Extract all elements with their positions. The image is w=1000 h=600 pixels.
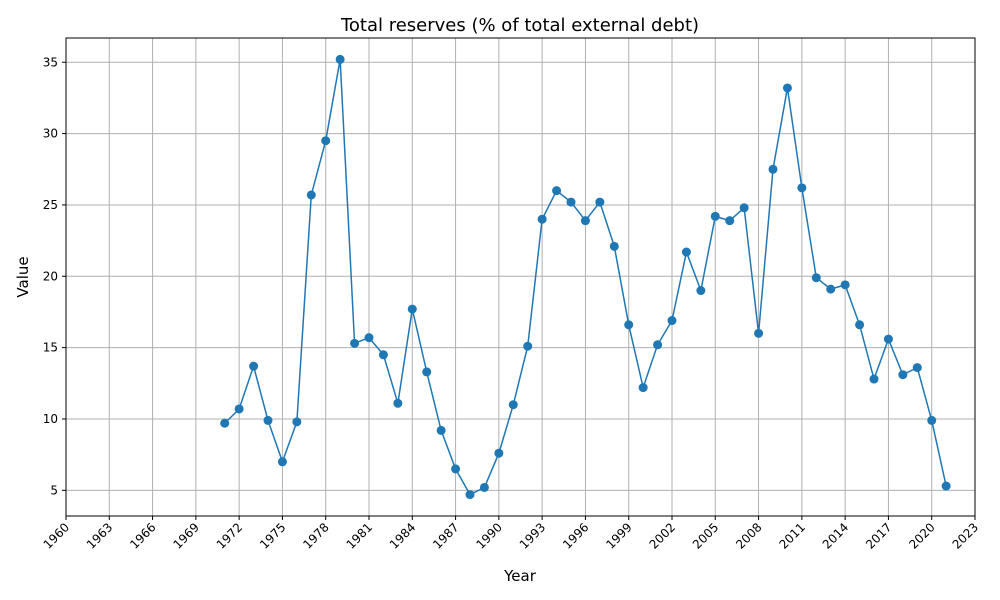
data-point [580,216,590,226]
data-point [436,425,446,435]
data-point [927,415,937,425]
data-point [350,338,360,348]
y-tick-label: 30 [43,127,58,141]
y-axis-label: Value [14,256,32,297]
data-point [249,361,259,371]
y-tick-label: 5 [50,483,58,497]
y-tick-label: 20 [43,269,58,283]
data-point [912,363,922,373]
data-point [840,280,850,290]
y-tick-label: 15 [43,341,58,355]
data-point [883,334,893,344]
plot-frame [65,37,976,517]
data-point [364,333,374,343]
data-point [321,136,331,146]
data-point [277,457,287,467]
y-tick-label: 35 [43,55,58,69]
x-axis-label: Year [503,567,537,585]
data-point [494,448,504,458]
data-point [451,464,461,474]
data-point [855,320,865,330]
data-point [667,316,677,326]
data-point [768,164,778,174]
data-point [754,328,764,338]
data-point [869,374,879,384]
data-point [393,398,403,408]
data-point [306,190,316,200]
chart-title: Total reserves (% of total external debt… [340,15,699,36]
data-point [739,203,749,213]
data-point [898,370,908,380]
data-point [407,304,417,314]
data-point [552,186,562,196]
data-point [638,383,648,393]
data-point [653,340,663,350]
data-point [566,197,576,207]
data-point [335,54,345,64]
data-point [595,197,605,207]
data-point [263,415,273,425]
data-point [523,341,533,351]
data-point [710,211,720,221]
y-tick-label: 25 [43,198,58,212]
data-point [508,400,518,410]
data-point [624,320,634,330]
y-axis-ticks: 5 10 15 20 25 30 35 [43,55,66,497]
data-point [681,247,691,257]
data-point [609,241,619,251]
series-layer [220,54,951,500]
data-point [537,214,547,224]
data-point [378,350,388,360]
data-point [811,273,821,283]
data-point [422,367,432,377]
data-point [465,490,475,500]
data-point [696,286,706,296]
data-point [941,481,951,491]
data-point [782,83,792,93]
data-point [234,404,244,414]
data-point [292,417,302,427]
data-point [220,418,230,428]
data-point [797,183,807,193]
y-tick-label: 10 [43,412,58,426]
data-point [725,216,735,226]
data-point [826,284,836,294]
data-point [479,482,489,492]
